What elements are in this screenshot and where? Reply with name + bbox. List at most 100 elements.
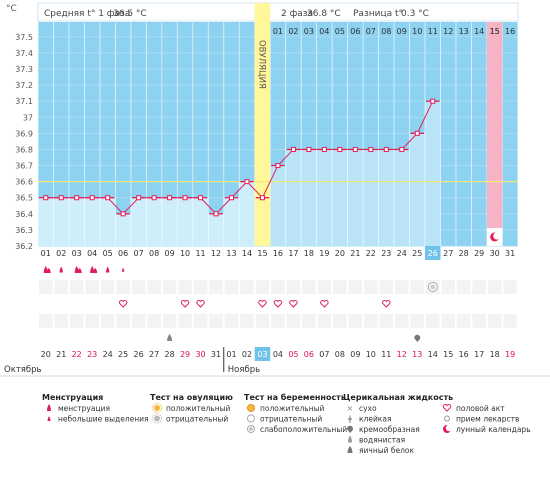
marker-cell <box>348 331 363 345</box>
y-tick-label: 37.5 <box>15 33 33 42</box>
temperature-point <box>337 146 343 152</box>
marker-cell <box>441 331 455 345</box>
top-day-label: 15 <box>490 27 500 36</box>
legend-group-title: Церикальная жидкость <box>343 393 453 402</box>
marker-cell <box>395 314 409 328</box>
marker-cell <box>39 280 53 294</box>
cycle-day-label: 17 <box>288 249 298 258</box>
top-day-label: 15 <box>490 27 500 36</box>
date-label: 28 <box>164 350 174 359</box>
marker-cell <box>100 297 115 311</box>
month-label-october: Октябрь <box>4 365 42 375</box>
moon-cut <box>445 424 453 432</box>
date-label: 31 <box>211 350 221 359</box>
marker-cell <box>178 331 192 345</box>
top-day-label: 11 <box>428 27 438 36</box>
top-day-label: 12 <box>443 27 453 36</box>
marker-cell <box>364 280 378 294</box>
heart-icon <box>118 300 128 308</box>
marker-cell <box>286 314 301 328</box>
marker-cell <box>348 263 363 277</box>
legend-item-label: положительный <box>166 404 231 413</box>
drop-shape <box>46 268 51 273</box>
marker-cell <box>410 314 424 328</box>
marker-cell <box>178 314 192 328</box>
marker-cell <box>271 314 285 328</box>
cycle-day-label: 12 <box>211 249 221 258</box>
header-bar <box>37 2 519 22</box>
phase2-label: 2 фаза <box>281 9 313 19</box>
marker-cell <box>54 280 68 294</box>
legend-item: водянистая <box>348 435 405 445</box>
heart-icon <box>258 300 267 308</box>
legend-item: кремообразная <box>346 425 420 434</box>
marker-cell <box>487 331 502 345</box>
marker-cell <box>116 331 130 345</box>
heart-icon <box>382 300 391 308</box>
marker-cell <box>147 297 161 311</box>
heart-icon <box>289 300 298 308</box>
top-day-label: 03 <box>304 27 314 36</box>
date-label: 13 <box>412 350 422 359</box>
marker-cell <box>348 280 363 294</box>
marker-cell <box>472 263 486 277</box>
date-label: 10 <box>366 350 376 359</box>
phase1-value: 36.5 °C <box>113 9 147 19</box>
temperature-point <box>151 195 157 201</box>
top-day-label: 16 <box>505 27 515 36</box>
marker-cell <box>348 314 363 328</box>
legend-group-title: Тест на овуляцию <box>150 393 233 402</box>
temperature-point <box>43 195 49 201</box>
cycle-day-label: 13 <box>226 249 236 258</box>
drop-shape <box>105 266 110 273</box>
creamy-icon <box>346 425 353 433</box>
cycle-day-label: 19 <box>319 249 329 258</box>
marker-cell <box>224 280 239 294</box>
date-label: 24 <box>103 350 113 359</box>
cycle-day-label: 01 <box>41 249 51 258</box>
date-axis: 20 21 22 23 24 25 26 27 28 29 30 31 01 02 03 04 05 06 07 08… <box>0 347 550 377</box>
temperature-point <box>275 163 281 169</box>
current-day-highlight <box>425 246 441 260</box>
menstruation-drop-icon <box>74 266 82 273</box>
sticky-icon: ǂ <box>348 415 352 424</box>
cycle-day-label: 21 <box>350 249 360 258</box>
marker-cell <box>379 331 394 345</box>
marker-cell <box>255 263 270 277</box>
cycle-day-label: 09 <box>164 249 174 258</box>
marker-cell <box>255 280 270 294</box>
marker-cell <box>85 331 99 345</box>
temperature-point <box>167 195 173 201</box>
marker-cell <box>317 331 332 345</box>
marker-cell <box>85 297 99 311</box>
date-label: 18 <box>490 350 500 359</box>
marker-cell <box>333 331 347 345</box>
cycle-day-label: 24 <box>397 249 407 258</box>
sun-positive-icon <box>154 405 160 411</box>
marker-cell <box>395 331 409 345</box>
legend-item: небольшие выделения <box>47 415 149 424</box>
legend-item: положительный <box>152 403 231 413</box>
marker-cell <box>348 297 363 311</box>
y-tick-label: 37.3 <box>15 65 33 74</box>
unit-label: °C <box>6 4 17 14</box>
marker-cell <box>209 331 223 345</box>
marker-cell <box>286 331 301 345</box>
marker-cell <box>69 297 84 311</box>
sun-ray <box>152 413 162 424</box>
legend-item: × сухо <box>347 404 377 413</box>
marker-cell <box>333 314 347 328</box>
cycle-day-label: 29 <box>474 249 484 258</box>
heart-icon <box>320 300 329 308</box>
temperature-point <box>120 211 126 217</box>
marker-cell <box>131 331 146 345</box>
today-date-highlight <box>254 347 271 361</box>
date-label: 23 <box>87 350 97 359</box>
marker-cell <box>271 280 285 294</box>
temperature-point <box>399 146 405 152</box>
heart-icon <box>442 404 452 412</box>
marker-cell <box>410 263 424 277</box>
marker-cell <box>162 280 177 294</box>
y-tick-label: 37.4 <box>15 49 33 58</box>
top-day-label: 06 <box>350 27 360 36</box>
